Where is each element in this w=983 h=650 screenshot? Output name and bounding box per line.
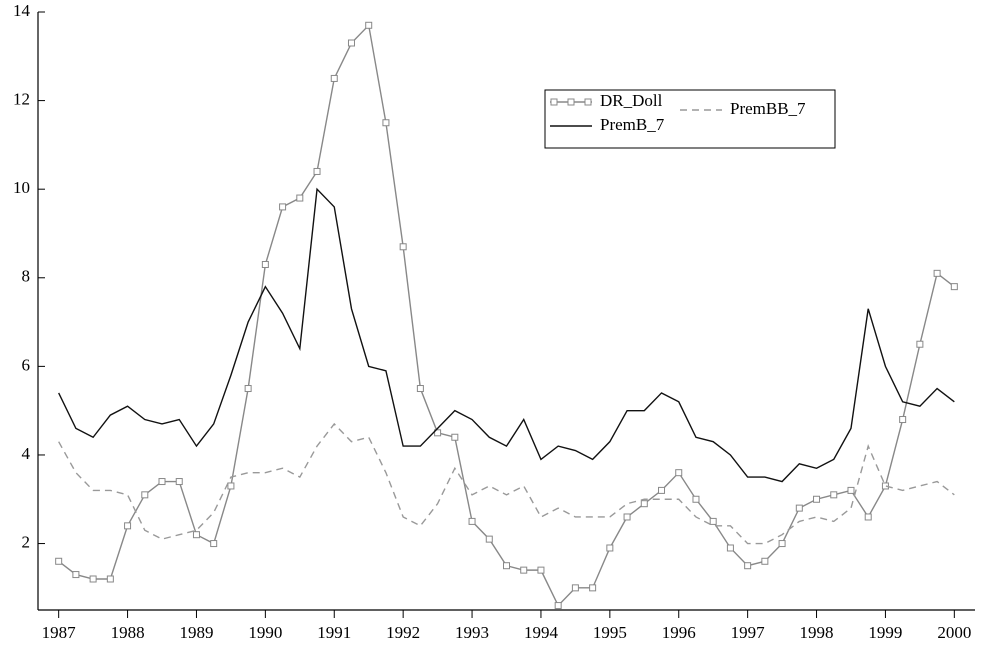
point-marker [589, 584, 597, 592]
point-marker [451, 433, 459, 441]
point-marker [175, 478, 183, 486]
point-marker [658, 486, 666, 494]
point-marker [692, 495, 700, 503]
legend-marker [550, 98, 558, 106]
point-marker [503, 562, 510, 570]
y-tick-label: 4 [22, 444, 31, 463]
point-marker [313, 167, 321, 175]
point-marker [933, 269, 941, 277]
point-marker [72, 571, 80, 579]
point-marker [192, 531, 200, 539]
legend-marker [584, 98, 592, 106]
y-tick-label: 10 [13, 178, 30, 197]
point-marker [106, 575, 114, 583]
point-marker [520, 566, 528, 574]
x-tick-label: 1990 [248, 623, 282, 642]
x-tick-label: 2000 [937, 623, 971, 642]
x-tick-label: 1995 [593, 623, 627, 642]
point-marker [606, 544, 614, 552]
point-marker [726, 544, 734, 552]
legend-marker [567, 98, 575, 106]
point-marker [830, 491, 838, 499]
point-marker [365, 21, 373, 29]
point-marker [382, 119, 390, 127]
point-marker [244, 385, 252, 393]
point-marker [141, 491, 149, 499]
x-tick-label: 1998 [800, 623, 834, 642]
series-line [58, 187, 955, 483]
series-line [58, 422, 955, 545]
y-tick-label: 6 [22, 355, 31, 374]
x-tick-label: 1997 [731, 623, 766, 642]
point-marker [571, 584, 579, 592]
point-marker [124, 522, 132, 530]
point-marker [709, 517, 717, 525]
point-marker [261, 260, 269, 268]
point-marker [761, 557, 769, 565]
legend-label: PremBB_7 [730, 99, 806, 118]
point-marker [89, 575, 97, 583]
point-marker [416, 385, 424, 393]
point-marker [485, 535, 493, 543]
point-marker [55, 557, 63, 565]
point-marker [916, 340, 924, 348]
y-tick-label: 14 [13, 1, 31, 20]
x-tick-label: 1993 [455, 623, 489, 642]
point-marker [158, 478, 166, 486]
point-marker [296, 194, 304, 202]
point-marker [623, 513, 631, 521]
x-tick-label: 1989 [179, 623, 213, 642]
point-marker [468, 517, 476, 525]
point-marker [399, 243, 407, 251]
point-marker [881, 482, 889, 490]
y-tick-label: 2 [22, 532, 31, 551]
x-tick-label: 1994 [524, 623, 559, 642]
point-marker [864, 513, 872, 521]
point-marker [279, 203, 287, 211]
legend-label: PremB_7 [600, 115, 665, 134]
point-marker [434, 429, 442, 437]
point-marker [537, 566, 545, 574]
point-marker [744, 562, 752, 570]
x-tick-label: 1999 [868, 623, 902, 642]
point-marker [795, 504, 803, 512]
point-marker [640, 500, 648, 508]
point-marker [813, 495, 821, 503]
x-tick-label: 1996 [662, 623, 696, 642]
legend-label: DR_Doll [600, 91, 663, 110]
x-tick-label: 1987 [42, 623, 77, 642]
y-tick-label: 12 [13, 89, 30, 108]
point-marker [554, 602, 562, 610]
point-marker [210, 540, 218, 548]
point-marker [899, 416, 907, 424]
y-tick-label: 8 [22, 267, 31, 286]
point-marker [847, 486, 855, 494]
point-marker [950, 283, 958, 291]
x-tick-label: 1991 [317, 623, 351, 642]
point-marker [778, 540, 786, 548]
point-marker [227, 482, 235, 490]
point-marker [347, 39, 355, 47]
legend-box [544, 89, 836, 149]
x-tick-label: 1992 [386, 623, 420, 642]
point-marker [675, 469, 683, 477]
x-tick-label: 1988 [111, 623, 145, 642]
point-marker [330, 74, 338, 82]
